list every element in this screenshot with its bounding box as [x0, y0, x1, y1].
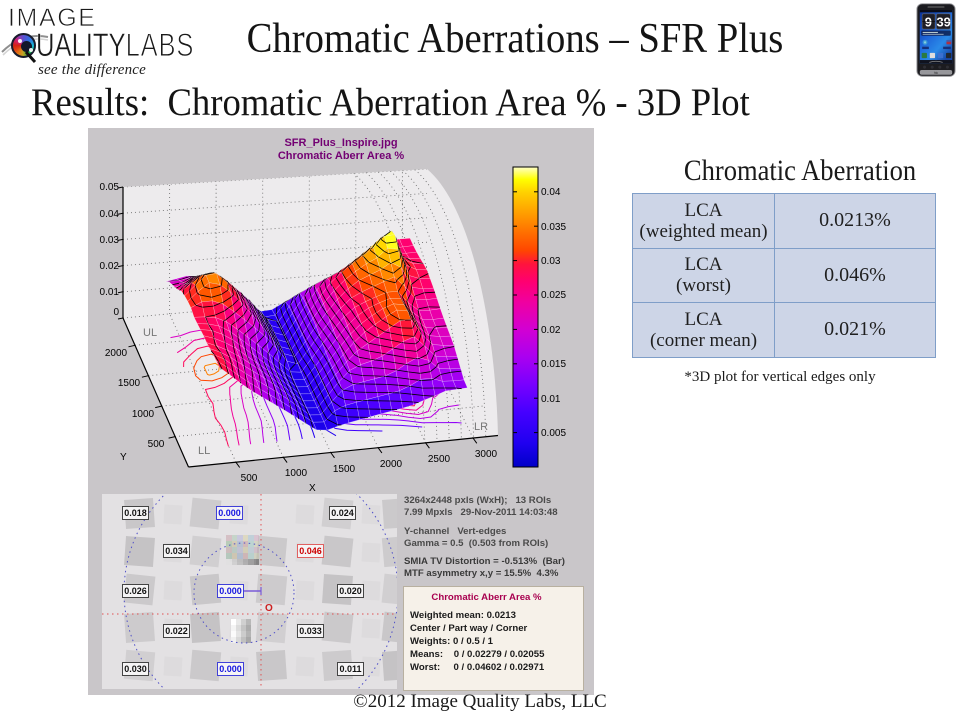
svg-text:2000: 2000: [105, 348, 128, 359]
svg-text:0.04: 0.04: [100, 209, 120, 220]
svg-text:9: 9: [925, 15, 932, 30]
svg-text:0.05: 0.05: [100, 182, 120, 193]
svg-text:1000: 1000: [285, 468, 308, 479]
svg-text:1500: 1500: [118, 378, 141, 389]
svg-text:500: 500: [148, 439, 165, 450]
svg-text:0.005: 0.005: [541, 428, 566, 439]
svg-text:0.025: 0.025: [541, 290, 566, 301]
svg-text:1000: 1000: [132, 409, 155, 420]
svg-text:LR: LR: [474, 421, 488, 433]
svg-text:0.02: 0.02: [100, 261, 120, 272]
svg-text:X: X: [309, 483, 316, 494]
svg-text:LL: LL: [198, 445, 210, 457]
svg-text:2500: 2500: [428, 454, 451, 465]
svg-text:0: 0: [113, 307, 119, 318]
svg-text:0.04: 0.04: [541, 187, 561, 198]
svg-text:0.035: 0.035: [541, 222, 566, 233]
svg-text:0.01: 0.01: [100, 287, 120, 298]
svg-text:0.015: 0.015: [541, 359, 566, 370]
svg-text:htc: htc: [934, 71, 939, 75]
svg-text:0.03: 0.03: [541, 256, 561, 267]
svg-text:0.02: 0.02: [541, 325, 561, 336]
svg-text:3000: 3000: [475, 449, 498, 460]
svg-text:Y: Y: [120, 452, 127, 463]
svg-text:UL: UL: [143, 327, 157, 339]
svg-text:0.03: 0.03: [100, 235, 120, 246]
svg-text:0.01: 0.01: [541, 394, 561, 405]
svg-text:O: O: [265, 603, 273, 614]
svg-text:2000: 2000: [380, 459, 403, 470]
svg-text:39: 39: [936, 15, 950, 30]
svg-text:500: 500: [241, 473, 258, 484]
svg-text:1500: 1500: [333, 464, 356, 475]
